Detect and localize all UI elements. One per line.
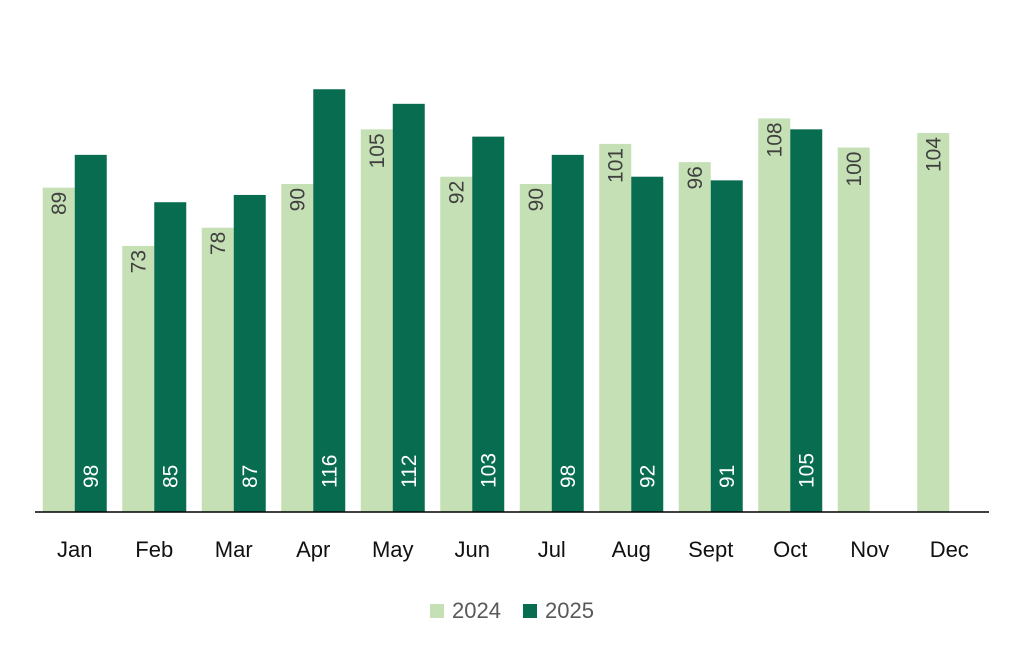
data-label-2024: 73 bbox=[127, 250, 150, 273]
bar-2025-Mar bbox=[233, 194, 266, 512]
x-tick-label: Sept bbox=[688, 537, 733, 562]
bar-2025-Oct bbox=[790, 129, 823, 513]
bar-2024-Feb bbox=[122, 245, 155, 512]
data-label-2025: 98 bbox=[557, 465, 580, 488]
legend-swatch-2024 bbox=[430, 604, 445, 618]
bar-2024-Jul bbox=[519, 184, 552, 512]
bar-2025-Aug bbox=[631, 176, 664, 512]
data-label-2025: 92 bbox=[636, 465, 659, 488]
legend-item-2025: 2025 bbox=[523, 598, 594, 624]
bar-2024-Jan bbox=[42, 187, 75, 512]
x-tick-label: Feb bbox=[135, 537, 173, 562]
data-label-2024: 78 bbox=[207, 232, 230, 255]
data-label-2025: 116 bbox=[318, 455, 341, 488]
data-label-2024: 92 bbox=[445, 181, 468, 204]
data-label-2025: 91 bbox=[716, 465, 739, 488]
data-label-2024: 89 bbox=[48, 192, 71, 215]
x-tick-label: Dec bbox=[930, 537, 969, 562]
bar-2024-Apr bbox=[281, 184, 314, 512]
x-tick-label: Apr bbox=[296, 537, 330, 562]
x-tick-label: Aug bbox=[612, 537, 651, 562]
data-label-2025: 103 bbox=[477, 453, 500, 488]
data-label-2024: 100 bbox=[843, 152, 866, 187]
x-tick-label: Jun bbox=[455, 537, 490, 562]
data-label-2024: 96 bbox=[684, 166, 707, 189]
x-tick-label: Nov bbox=[850, 537, 889, 562]
legend-label-2024: 2024 bbox=[452, 598, 501, 623]
data-label-2025: 85 bbox=[159, 465, 182, 488]
bar-2025-Jan bbox=[74, 154, 107, 512]
legend-item-2024: 2024 bbox=[430, 598, 501, 624]
bar-2024-May bbox=[360, 129, 393, 513]
x-tick-label: Mar bbox=[215, 537, 253, 562]
data-label-2024: 104 bbox=[922, 137, 945, 172]
data-label-2025: 98 bbox=[80, 465, 103, 488]
data-label-2025: 87 bbox=[239, 465, 262, 488]
bar-2025-Jul bbox=[551, 154, 584, 512]
legend-swatch-2025 bbox=[523, 604, 537, 618]
bars-layer: 89 98 73 85 78 87 90 116 105 112 92 103 90 98 101 92 96 9… bbox=[42, 89, 950, 513]
legend-label-2025: 2025 bbox=[545, 598, 594, 623]
x-tick-label: Jul bbox=[538, 537, 566, 562]
data-label-2024: 101 bbox=[604, 148, 627, 183]
bar-2024-Mar bbox=[201, 227, 234, 512]
bar-2025-Jun bbox=[472, 136, 505, 512]
bar-2024-Dec bbox=[917, 132, 950, 512]
bar-2024-Aug bbox=[599, 143, 632, 512]
bar-2025-May bbox=[392, 103, 425, 513]
bar-2024-Jun bbox=[440, 176, 473, 512]
bar-2025-Feb bbox=[154, 202, 187, 512]
bar-2024-Sept bbox=[678, 162, 711, 512]
x-tick-label: May bbox=[372, 537, 414, 562]
data-label-2025: 112 bbox=[398, 455, 421, 488]
x-tick-label: Oct bbox=[773, 537, 807, 562]
data-label-2024: 90 bbox=[525, 188, 548, 211]
data-label-2024: 108 bbox=[763, 122, 786, 157]
bar-2025-Apr bbox=[313, 89, 346, 512]
data-label-2025: 105 bbox=[795, 453, 818, 488]
legend: 2024 2025 bbox=[0, 596, 1024, 626]
bar-2025-Sept bbox=[710, 180, 743, 512]
bar-2024-Oct bbox=[758, 118, 791, 513]
x-tick-labels: Jan Feb Mar Apr May Jun Jul Aug Sept Oct Nov Dec bbox=[57, 537, 969, 562]
bar-2024-Nov bbox=[837, 147, 870, 513]
data-label-2024: 105 bbox=[366, 133, 389, 168]
data-label-2024: 90 bbox=[286, 188, 309, 211]
x-tick-label: Jan bbox=[57, 537, 92, 562]
